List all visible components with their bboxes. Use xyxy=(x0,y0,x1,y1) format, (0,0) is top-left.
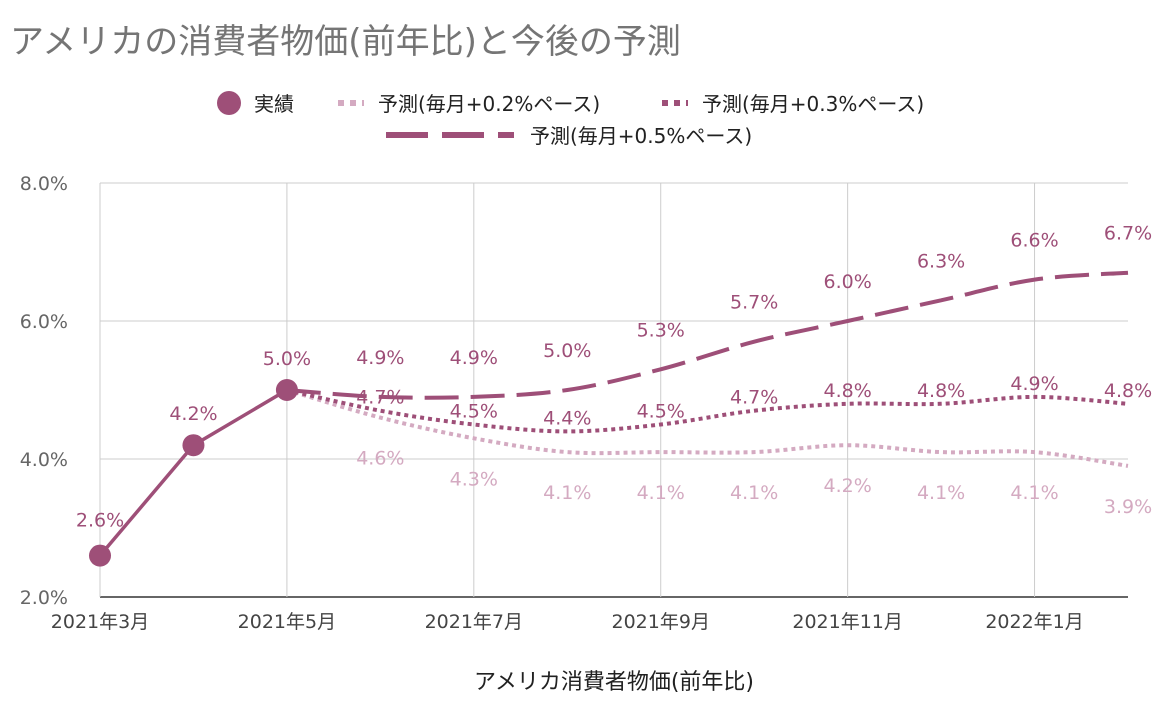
data-label: 5.7% xyxy=(730,292,778,314)
data-label: 4.2% xyxy=(823,475,871,497)
data-point xyxy=(89,544,111,567)
data-label: 4.1% xyxy=(1010,482,1058,504)
legend-label-forecast-03: 予測(毎月+0.3%ペース) xyxy=(702,92,925,116)
y-tick-label: 2.0% xyxy=(20,587,68,609)
data-label: 4.1% xyxy=(730,482,778,504)
x-tick-label: 2021年7月 xyxy=(425,611,523,633)
legend-label-forecast-05: 予測(毎月+0.5%ペース) xyxy=(530,124,753,148)
y-tick-label: 6.0% xyxy=(20,311,68,333)
data-label: 4.5% xyxy=(450,401,498,423)
data-label: 4.7% xyxy=(356,387,404,409)
x-tick-label: 2021年5月 xyxy=(238,611,336,633)
data-label: 5.3% xyxy=(637,319,685,341)
y-tick-label: 4.0% xyxy=(20,449,68,471)
data-label: 4.8% xyxy=(1104,380,1152,402)
data-label: 4.9% xyxy=(450,347,498,369)
data-label: 4.8% xyxy=(823,380,871,402)
data-label: 2.6% xyxy=(76,510,124,532)
legend-item-forecast-05: 予測(毎月+0.5%ペース) xyxy=(386,120,752,149)
legend-item-actual: 実績 xyxy=(216,88,294,117)
data-label: 5.0% xyxy=(543,340,591,362)
legend-marker-actual xyxy=(217,90,241,115)
series-line-1 xyxy=(286,388,1129,468)
data-label: 6.7% xyxy=(1104,223,1152,245)
legend-label-actual: 実績 xyxy=(254,92,294,116)
data-label: 4.7% xyxy=(730,387,778,409)
data-label: 4.1% xyxy=(637,482,685,504)
data-label: 6.0% xyxy=(823,271,871,293)
data-label: 4.8% xyxy=(917,380,965,402)
series-line-2 xyxy=(286,388,1129,434)
data-label: 4.9% xyxy=(1010,373,1058,395)
legend-marker-forecast-02 xyxy=(338,99,364,106)
data-label: 5.0% xyxy=(263,348,311,370)
x-tick-label: 2021年9月 xyxy=(612,611,710,633)
x-axis-title: アメリカ消費者物価(前年比) xyxy=(473,670,755,695)
data-label: 6.3% xyxy=(917,250,965,272)
data-label: 4.1% xyxy=(917,482,965,504)
data-label: 4.2% xyxy=(169,403,217,425)
legend-marker-forecast-05 xyxy=(386,131,514,138)
legend-item-forecast-03: 予測(毎月+0.3%ペース) xyxy=(660,88,924,117)
data-point xyxy=(275,379,298,401)
chart-title: アメリカの消費者物価(前年比)と今後の予測 xyxy=(10,22,681,62)
data-label: 4.6% xyxy=(356,448,404,470)
y-tick-label: 8.0% xyxy=(20,173,68,195)
legend-label-forecast-02: 予測(毎月+0.2%ペース) xyxy=(378,92,601,116)
x-tick-label: 2021年11月 xyxy=(792,611,903,633)
data-label: 4.1% xyxy=(543,482,591,504)
data-label: 4.5% xyxy=(637,401,685,423)
data-label: 3.9% xyxy=(1104,496,1152,518)
legend-item-forecast-02: 予測(毎月+0.2%ペース) xyxy=(336,88,600,117)
data-label: 4.3% xyxy=(450,468,498,490)
data-label: 4.9% xyxy=(356,347,404,369)
data-label: 6.6% xyxy=(1010,230,1058,252)
legend-marker-forecast-03 xyxy=(662,99,688,106)
series-line-0 xyxy=(98,388,288,557)
x-tick-label: 2021年3月 xyxy=(51,611,149,633)
series-line-3 xyxy=(286,270,1129,400)
x-tick-label: 2022年1月 xyxy=(985,611,1083,633)
data-point xyxy=(182,434,205,457)
data-label: 4.4% xyxy=(543,407,591,429)
